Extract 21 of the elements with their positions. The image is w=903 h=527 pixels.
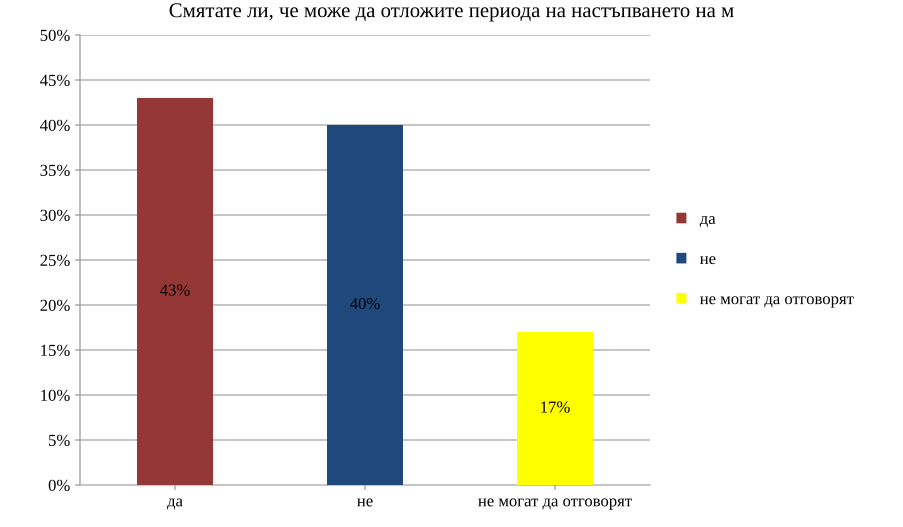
legend-label: да — [700, 216, 716, 228]
legend-label: не могат да отговорят — [700, 296, 854, 308]
y-tick-label: 30% — [40, 210, 70, 221]
legend-label: не — [700, 256, 716, 264]
chart-title: Смятате ли, че може да отложите периода на настъпването на м — [170, 3, 734, 22]
y-tick-label: 0% — [48, 480, 70, 491]
y-tick-label: 20% — [40, 300, 70, 311]
data-label: 17% — [541, 401, 570, 413]
y-tick-label: 25% — [40, 254, 70, 266]
data-label: 43% — [160, 284, 190, 296]
y-tick-label: 45% — [40, 74, 70, 86]
data-label: 40% — [350, 298, 380, 310]
y-tick-label: 5% — [49, 434, 70, 446]
x-tick-label: да — [167, 498, 183, 510]
y-tick-label: 40% — [40, 120, 70, 131]
x-tick-label: не — [357, 498, 373, 506]
y-tick-label: 35% — [40, 164, 70, 176]
x-tick-label: не могат да отговорят — [478, 498, 632, 510]
y-tick-label: 50% — [40, 30, 70, 41]
y-tick-label: 15% — [41, 344, 70, 356]
y-tick-label: 10% — [41, 390, 70, 401]
